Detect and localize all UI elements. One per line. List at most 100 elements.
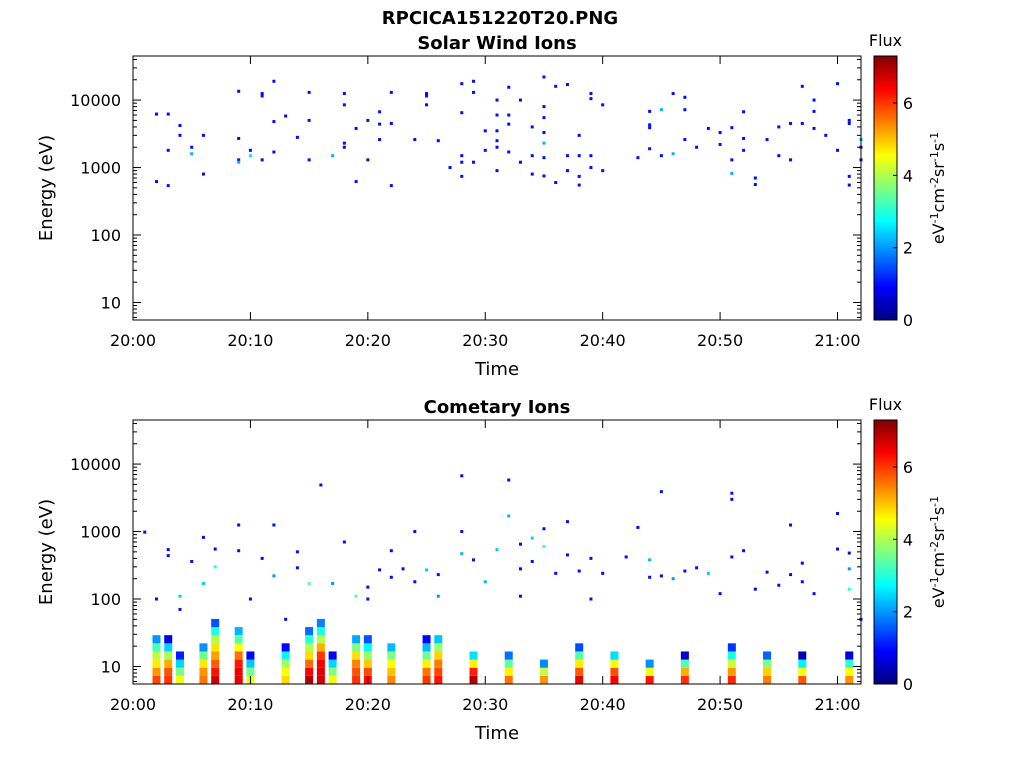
solar-wind-flux-point bbox=[331, 154, 335, 158]
cometary-flux-cell bbox=[211, 627, 220, 636]
solar-wind-flux-point bbox=[389, 90, 393, 94]
cometary-flux-point bbox=[589, 556, 593, 560]
solar-wind-flux-point bbox=[178, 133, 182, 137]
cometary-flux-cell bbox=[152, 635, 161, 644]
solar-wind-flux-point bbox=[166, 148, 170, 152]
solar-wind-flux-point bbox=[237, 89, 241, 93]
cometary-flux-cell bbox=[246, 667, 255, 676]
cometary-flux-cell bbox=[246, 659, 255, 668]
colorbar-tick-label: 4 bbox=[903, 166, 913, 185]
cometary-flux-point bbox=[777, 583, 781, 587]
solar-wind-flux-point bbox=[648, 109, 652, 113]
cometary-flux-cell bbox=[316, 627, 325, 636]
cometary-flux-cell bbox=[727, 667, 736, 676]
solar-wind-flux-point bbox=[718, 142, 722, 146]
solar-wind-flux-point bbox=[366, 118, 370, 122]
cometary-flux-cell bbox=[727, 659, 736, 668]
cometary-flux-cell bbox=[422, 675, 431, 684]
x-tick-label: 20:40 bbox=[580, 695, 626, 714]
solar-wind-flux-point bbox=[295, 135, 299, 139]
cometary-flux-cell bbox=[387, 643, 396, 652]
colorbar-tick-label: 6 bbox=[903, 94, 913, 113]
cometary-flux-cell bbox=[211, 651, 220, 660]
solar-wind-flux-point bbox=[413, 138, 417, 142]
cometary-flux-cell bbox=[328, 667, 337, 676]
cometary-colorbar-title: Flux bbox=[869, 395, 902, 414]
solar-wind-flux-point bbox=[530, 125, 534, 129]
solar-wind-flux-point bbox=[366, 158, 370, 162]
cometary-flux-cell bbox=[164, 667, 173, 676]
cometary-flux-cell bbox=[164, 675, 173, 684]
solar-wind-flux-point bbox=[378, 122, 382, 126]
cometary-flux-point bbox=[460, 530, 464, 534]
cometary-flux-point bbox=[295, 566, 299, 570]
solar-wind-colorbar-title: Flux bbox=[869, 31, 902, 50]
solar-wind-flux-point bbox=[460, 82, 464, 86]
cometary-flux-cell bbox=[387, 651, 396, 660]
cometary-flux-cell bbox=[316, 659, 325, 668]
cometary-flux-point bbox=[307, 581, 311, 585]
cometary-x-axis-label: Time bbox=[474, 723, 519, 744]
cometary-flux-cell bbox=[645, 667, 654, 676]
solar-wind-flux-point bbox=[483, 148, 487, 152]
cometary-flux-cell bbox=[234, 659, 243, 668]
cometary-flux-point bbox=[436, 594, 440, 598]
solar-wind-flux-point bbox=[507, 113, 511, 117]
cometary-flux-point bbox=[683, 569, 687, 573]
solar-wind-flux-point bbox=[237, 136, 241, 140]
colorbar-tick-label: 2 bbox=[903, 603, 913, 622]
cometary-flux-cell bbox=[422, 651, 431, 660]
solar-wind-flux-point bbox=[800, 84, 804, 88]
cometary-flux-cell bbox=[211, 643, 220, 652]
y-tick-label: 100 bbox=[90, 590, 121, 609]
cometary-flux-cell bbox=[363, 635, 372, 644]
cometary-flux-point bbox=[201, 581, 205, 585]
cometary-flux-point bbox=[542, 545, 546, 549]
solar-wind-flux-point bbox=[495, 98, 499, 102]
cometary-flux-cell bbox=[504, 651, 513, 660]
cometary-flux-point bbox=[272, 523, 276, 527]
cometary-flux-cell bbox=[539, 675, 548, 684]
cometary-flux-point bbox=[354, 594, 358, 598]
solar-wind-flux-point bbox=[542, 131, 546, 135]
solar-wind-flux-point bbox=[777, 125, 781, 129]
solar-wind-flux-point bbox=[730, 126, 734, 130]
cometary-flux-cell bbox=[763, 651, 772, 660]
solar-wind-flux-point bbox=[483, 129, 487, 133]
cometary-flux-cell bbox=[798, 659, 807, 668]
solar-wind-flux-point bbox=[671, 152, 675, 156]
solar-wind-flux-point bbox=[565, 83, 569, 87]
solar-wind-flux-point bbox=[648, 147, 652, 151]
cometary-flux-cell bbox=[469, 659, 478, 668]
solar-wind-flux-point bbox=[495, 129, 499, 133]
cometary-flux-cell bbox=[845, 651, 854, 660]
solar-wind-flux-point bbox=[460, 111, 464, 115]
cometary-flux-cell bbox=[469, 675, 478, 684]
solar-wind-flux-point bbox=[847, 118, 851, 122]
cometary-flux-cell bbox=[175, 659, 184, 668]
cometary-flux-cell bbox=[281, 659, 290, 668]
cometary-flux-point bbox=[495, 548, 499, 552]
solar-wind-flux-point bbox=[742, 110, 746, 114]
cometary-flux-point bbox=[565, 553, 569, 557]
cometary-flux-point bbox=[836, 512, 840, 516]
cometary-flux-cell bbox=[305, 659, 314, 668]
solar-wind-flux-point bbox=[695, 145, 699, 149]
cometary-flux-point bbox=[272, 574, 276, 578]
cometary-flux-cell bbox=[434, 651, 443, 660]
cometary-flux-point bbox=[518, 594, 522, 598]
solar-wind-flux-point bbox=[260, 92, 264, 96]
cometary-flux-cell bbox=[305, 643, 314, 652]
solar-wind-flux-point bbox=[847, 121, 851, 125]
solar-wind-flux-point bbox=[260, 158, 264, 162]
y-tick-label: 10000 bbox=[70, 455, 121, 474]
solar-wind-flux-point bbox=[436, 139, 440, 143]
cometary-flux-cell bbox=[352, 651, 361, 660]
cometary-flux-point bbox=[143, 530, 147, 534]
cometary-flux-point bbox=[460, 474, 464, 478]
solar-wind-flux-point bbox=[342, 92, 346, 96]
cometary-flux-cell bbox=[234, 643, 243, 652]
solar-wind-flux-point bbox=[589, 154, 593, 158]
cometary-flux-cell bbox=[281, 667, 290, 676]
cometary-flux-point bbox=[213, 547, 217, 551]
